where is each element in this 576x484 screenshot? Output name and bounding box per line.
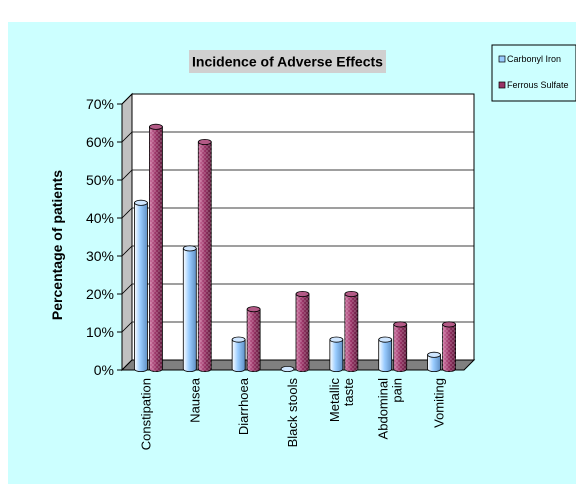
bar-top-ferrous-sulfate bbox=[442, 321, 456, 328]
bar-carbonyl-iron bbox=[134, 202, 148, 372]
bar-texture-ferrous-sulfate bbox=[296, 294, 309, 372]
bar-texture-ferrous-sulfate bbox=[344, 294, 358, 372]
legend: Carbonyl Iron Ferrous Sulfate bbox=[491, 44, 576, 102]
x-tick-label: Constipation bbox=[138, 378, 153, 450]
chart-title: Incidence of Adverse Effects bbox=[192, 54, 383, 70]
bar-texture-ferrous-sulfate bbox=[247, 309, 261, 372]
gridline bbox=[121, 283, 474, 295]
y-tick-label: 70% bbox=[86, 96, 114, 112]
bar-carbonyl-iron bbox=[378, 339, 393, 372]
bar-top-ferrous-sulfate bbox=[393, 321, 408, 328]
y-tick-label: 30% bbox=[86, 248, 114, 264]
legend-label-ferrous-sulfate: Ferrous Sulfate bbox=[507, 80, 569, 90]
y-axis-label: Percentage of patients bbox=[49, 170, 65, 320]
chart-side-wall bbox=[121, 92, 133, 372]
bar-texture-ferrous-sulfate bbox=[393, 324, 407, 372]
bar-carbonyl-iron bbox=[231, 339, 246, 372]
bar-carbonyl-iron bbox=[182, 248, 197, 372]
bar-top-ferrous-sulfate bbox=[246, 306, 261, 313]
bar-top-carbonyl-iron bbox=[134, 199, 148, 206]
bar-top-ferrous-sulfate bbox=[197, 138, 212, 145]
legend-swatch-carbonyl-iron bbox=[498, 55, 506, 63]
bar-top-carbonyl-iron bbox=[231, 336, 246, 343]
bar-top-ferrous-sulfate bbox=[149, 123, 163, 130]
bar-top-carbonyl-iron bbox=[329, 336, 344, 343]
bar-texture-ferrous-sulfate bbox=[149, 126, 163, 372]
chart-title-box: Incidence of Adverse Effects bbox=[189, 50, 386, 73]
bar-top-ferrous-sulfate bbox=[344, 290, 359, 297]
gridline bbox=[121, 169, 474, 181]
y-tick-label: 0% bbox=[94, 362, 114, 378]
y-tick-label: 50% bbox=[86, 172, 114, 188]
gridline bbox=[121, 207, 474, 219]
bar-carbonyl-iron bbox=[427, 354, 441, 372]
bar-carbonyl-iron bbox=[280, 365, 295, 372]
y-tick-label: 20% bbox=[86, 286, 114, 302]
gridline bbox=[121, 245, 474, 257]
gridline bbox=[121, 93, 474, 105]
gridline bbox=[121, 131, 474, 143]
gridline bbox=[121, 321, 474, 333]
x-tick-label: Nausea bbox=[187, 377, 202, 423]
x-tick-label: Diarrhoea bbox=[236, 377, 251, 435]
legend-label-carbonyl-iron: Carbonyl Iron bbox=[507, 54, 561, 64]
x-tick-label: Black stools bbox=[285, 378, 300, 448]
y-tick-label: 60% bbox=[86, 134, 114, 150]
plot-area: 0% 10% 20% 30% 40% 50% 60% 70% Constipation Nause… bbox=[86, 92, 476, 450]
bar-top-ferrous-sulfate bbox=[295, 290, 310, 297]
y-tick-label: 40% bbox=[86, 210, 114, 226]
y-tick-label: 10% bbox=[86, 324, 114, 340]
bar-top-carbonyl-iron bbox=[182, 245, 197, 252]
bar-carbonyl-iron bbox=[329, 339, 344, 372]
bar-texture-ferrous-sulfate bbox=[442, 324, 456, 372]
bar-top-carbonyl-iron bbox=[427, 351, 441, 358]
x-tick-label: taste bbox=[341, 378, 356, 406]
chart-title-background bbox=[189, 50, 386, 73]
x-tick-label: Vomiting bbox=[432, 378, 447, 428]
x-tick-label: Abdominal bbox=[376, 378, 391, 440]
legend-box bbox=[491, 44, 576, 102]
bar-texture-ferrous-sulfate bbox=[198, 142, 212, 372]
legend-swatch-ferrous-sulfate bbox=[498, 81, 506, 89]
bar-top-carbonyl-iron bbox=[378, 336, 393, 343]
x-tick-label: Metallic bbox=[327, 378, 342, 423]
x-tick-label: pain bbox=[390, 378, 405, 403]
